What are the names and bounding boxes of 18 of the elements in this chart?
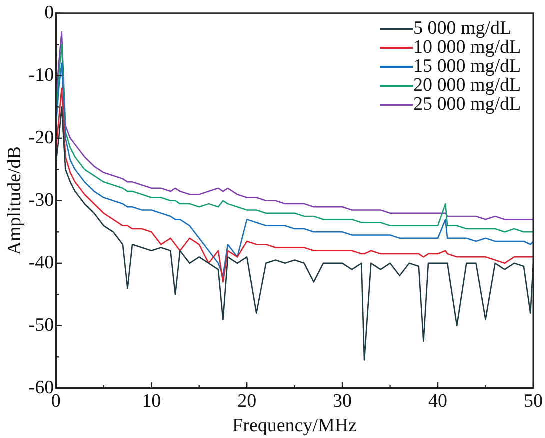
legend-label: 5 000 mg/dL — [414, 18, 512, 40]
y-axis-title: Amplitude/dB — [4, 146, 26, 256]
y-tick-label: -20 — [28, 127, 54, 148]
x-tick-label: 10 — [142, 390, 162, 412]
y-tick-label: -30 — [28, 190, 54, 211]
x-tick-label: 50 — [524, 390, 543, 412]
x-tick-label: 30 — [333, 390, 352, 412]
legend-label: 15 000 mg/dL — [414, 56, 522, 78]
x-tick-label: 40 — [428, 390, 448, 412]
legend-label: 10 000 mg/dL — [414, 37, 522, 58]
legend-label: 20 000 mg/dL — [414, 75, 522, 96]
y-tick-label: -10 — [28, 64, 54, 86]
y-tick-label: -50 — [28, 314, 54, 336]
x-tick-label: 20 — [238, 390, 257, 412]
x-axis-title: Frequency/MHz — [232, 416, 358, 437]
y-tick-label: -40 — [28, 252, 54, 274]
legend-label: 25 000 mg/dL — [414, 94, 522, 116]
y-tick-label: 0 — [44, 2, 54, 24]
